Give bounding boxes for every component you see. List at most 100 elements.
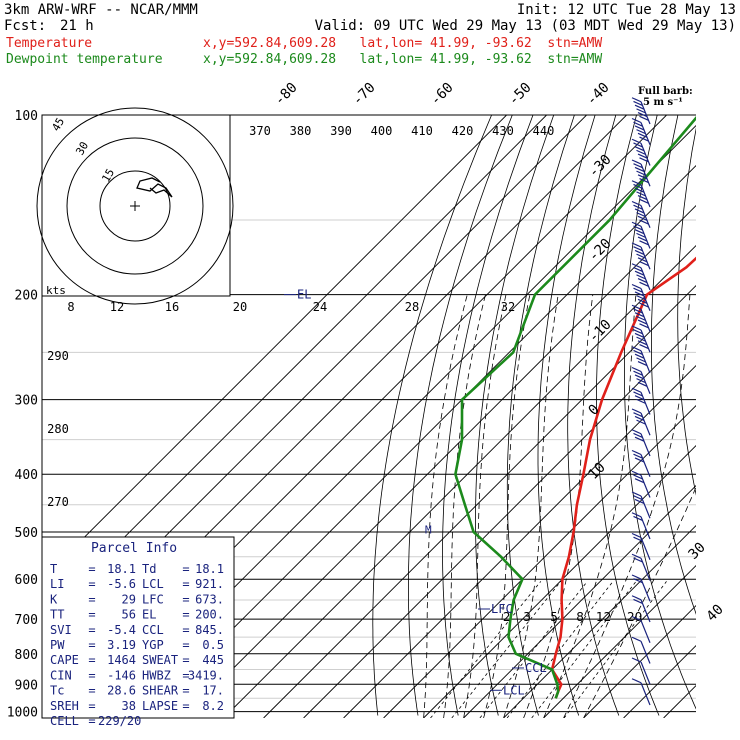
parcel-value: -5.6 — [107, 577, 136, 591]
barb-flag — [633, 100, 643, 107]
barb-flag — [631, 180, 642, 186]
moist-adiabat — [423, 294, 468, 718]
wind-barb — [631, 325, 651, 353]
wind-barb — [631, 636, 651, 664]
barb-flag — [634, 208, 645, 214]
parcel-box — [41, 536, 235, 719]
dry-adiabat — [407, 115, 513, 716]
isotherm-label: -40 — [584, 80, 613, 109]
parcel-key: K — [50, 592, 58, 606]
hodograph-unit: kts — [46, 284, 66, 297]
barb-flag — [634, 332, 645, 338]
barb-flag — [631, 304, 642, 310]
wind-barb — [631, 117, 651, 145]
barb-flag — [631, 366, 642, 373]
barb-flag — [634, 353, 645, 359]
isotherm-line — [583, 604, 696, 718]
wind-barb — [631, 574, 651, 602]
parcel-key: YGP — [142, 638, 164, 652]
parcel-eq: = — [88, 653, 95, 667]
barb-flag — [639, 260, 649, 267]
barb-flag — [631, 678, 642, 684]
barb-flag — [639, 302, 649, 308]
parcel-value: 845. — [195, 623, 224, 637]
barb-flag — [633, 474, 643, 480]
theta-label: 440 — [533, 124, 555, 138]
barb-flag — [639, 281, 649, 287]
barb-flag — [634, 312, 645, 318]
moist-adiabat — [443, 294, 486, 718]
parcel-value: 200. — [195, 608, 224, 622]
barb-flag — [637, 153, 648, 159]
barb-flag — [633, 349, 643, 356]
hodograph-axis-label: 16 — [165, 300, 179, 314]
barb-flag — [634, 291, 645, 297]
parcel-key: SHEAR — [142, 684, 179, 698]
hodograph-axis-label: 12 — [110, 300, 124, 314]
barb-flag — [633, 246, 643, 252]
theta-label-left: 280 — [47, 422, 69, 436]
barb-flag — [631, 636, 642, 642]
hodograph-ring — [66, 137, 204, 275]
barb-flag — [631, 117, 642, 124]
parcel-key: CCL — [142, 623, 164, 637]
parcel-value: 921. — [195, 577, 224, 591]
parcel-value: -146 — [107, 668, 136, 682]
wind-barb — [631, 97, 651, 125]
barb-flag — [633, 204, 643, 210]
barb-flag — [636, 357, 646, 363]
moist-adiabat — [583, 486, 696, 718]
parcel-key: Td — [142, 562, 156, 576]
wind-barb — [631, 449, 651, 477]
barb-flag — [637, 319, 648, 325]
barb-flag — [636, 253, 646, 259]
barb-flag — [637, 381, 648, 387]
barb-flag — [637, 236, 648, 242]
dry-adiabat — [567, 115, 620, 716]
barb-flag — [639, 240, 649, 246]
barb-flag — [634, 187, 645, 193]
isotherm-label: -50 — [506, 80, 535, 109]
wind-barb — [631, 200, 651, 228]
temperature-trace — [550, 256, 696, 699]
parcel-key: EL — [142, 608, 156, 622]
dewpoint-station-info: x,y=592.84,609.28 lat,lon= 41.99, -93.62… — [203, 52, 603, 67]
wind-barb — [631, 491, 651, 519]
parcel-value: 673. — [195, 592, 224, 606]
annotation-lfc: LFC — [478, 602, 513, 616]
mixing-ratio-label: 3 — [523, 610, 531, 624]
parcel-eq: = — [88, 638, 95, 652]
barb-flag — [634, 104, 645, 110]
parcel-key: TT — [50, 608, 64, 622]
barb-flag — [633, 370, 643, 376]
isotherm-line — [543, 564, 696, 718]
parcel-value: 229/20 — [98, 714, 141, 728]
annotation-ccl: CCL — [512, 661, 547, 675]
mixing-ratio-line — [563, 581, 667, 718]
barb-flag — [631, 159, 642, 165]
barb-flag — [637, 361, 648, 367]
barb-staff — [640, 620, 651, 643]
barb-flag — [634, 229, 645, 235]
parcel-eq: = — [182, 668, 189, 682]
dry-adiabat — [677, 127, 696, 496]
annotation-label: LCL — [503, 683, 525, 697]
wind-barb — [631, 138, 651, 166]
parcel-eq: = — [88, 623, 95, 637]
moist-adiabat-lines — [423, 294, 696, 718]
barb-flag — [631, 97, 642, 103]
barb-flag — [636, 232, 646, 238]
barb-flag — [631, 408, 642, 414]
moist-adiabat — [463, 294, 507, 718]
hodograph-axis-label: 32 — [501, 300, 515, 314]
barb-flag — [637, 112, 648, 118]
barb-flag — [633, 495, 643, 501]
barb-flag — [636, 191, 646, 197]
barb-flag — [633, 329, 643, 335]
hodograph-ring-label: 45 — [49, 116, 67, 134]
barb-legend-title: Full barb: — [638, 86, 693, 97]
parcel-key: SREH — [50, 699, 79, 713]
parcel-key: SVI — [50, 623, 72, 637]
theta-label: 390 — [330, 124, 352, 138]
isotherm-label: -60 — [428, 80, 457, 109]
